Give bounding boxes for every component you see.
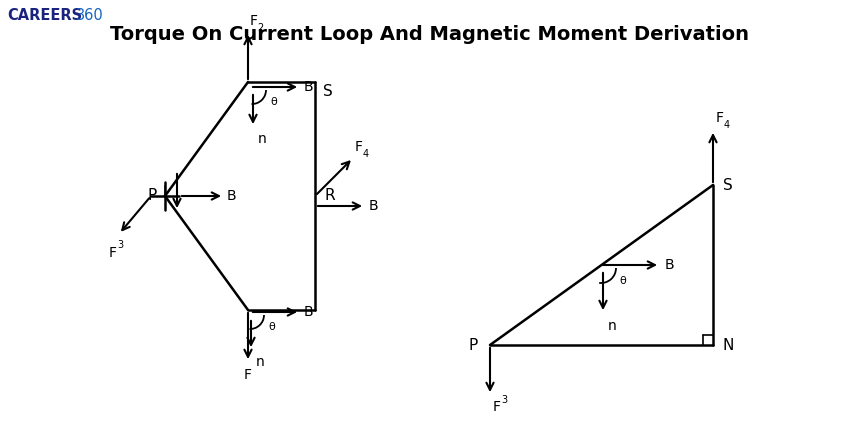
Text: Torque On Current Loop And Magnetic Moment Derivation: Torque On Current Loop And Magnetic Mome… (110, 25, 750, 44)
Text: 3: 3 (117, 240, 123, 250)
Text: n: n (608, 319, 617, 333)
Text: θ: θ (268, 322, 274, 332)
Text: S: S (723, 178, 733, 193)
Text: CAREERS: CAREERS (7, 8, 82, 23)
Text: S: S (323, 84, 333, 99)
Text: F: F (716, 111, 724, 125)
Text: 3: 3 (501, 395, 507, 405)
Text: F: F (244, 368, 252, 382)
Text: 4: 4 (724, 120, 730, 130)
Text: B: B (304, 305, 314, 319)
Text: B: B (369, 199, 378, 213)
Text: 360: 360 (76, 8, 104, 23)
Text: n: n (256, 355, 265, 369)
Text: F: F (493, 400, 501, 414)
Text: B: B (227, 189, 237, 203)
Text: P: P (469, 338, 478, 353)
Text: θ: θ (270, 97, 277, 107)
Text: n: n (258, 132, 267, 146)
Text: R: R (325, 188, 335, 203)
Text: F: F (109, 246, 117, 260)
Text: 4: 4 (363, 149, 369, 159)
Text: I: I (163, 184, 167, 198)
Text: F: F (250, 14, 258, 28)
Text: B: B (304, 80, 314, 94)
Text: 2: 2 (257, 23, 263, 33)
Text: N: N (723, 338, 734, 353)
Text: P: P (148, 188, 157, 203)
Text: B: B (665, 258, 674, 272)
Text: θ: θ (619, 276, 626, 286)
Text: F: F (355, 140, 363, 154)
